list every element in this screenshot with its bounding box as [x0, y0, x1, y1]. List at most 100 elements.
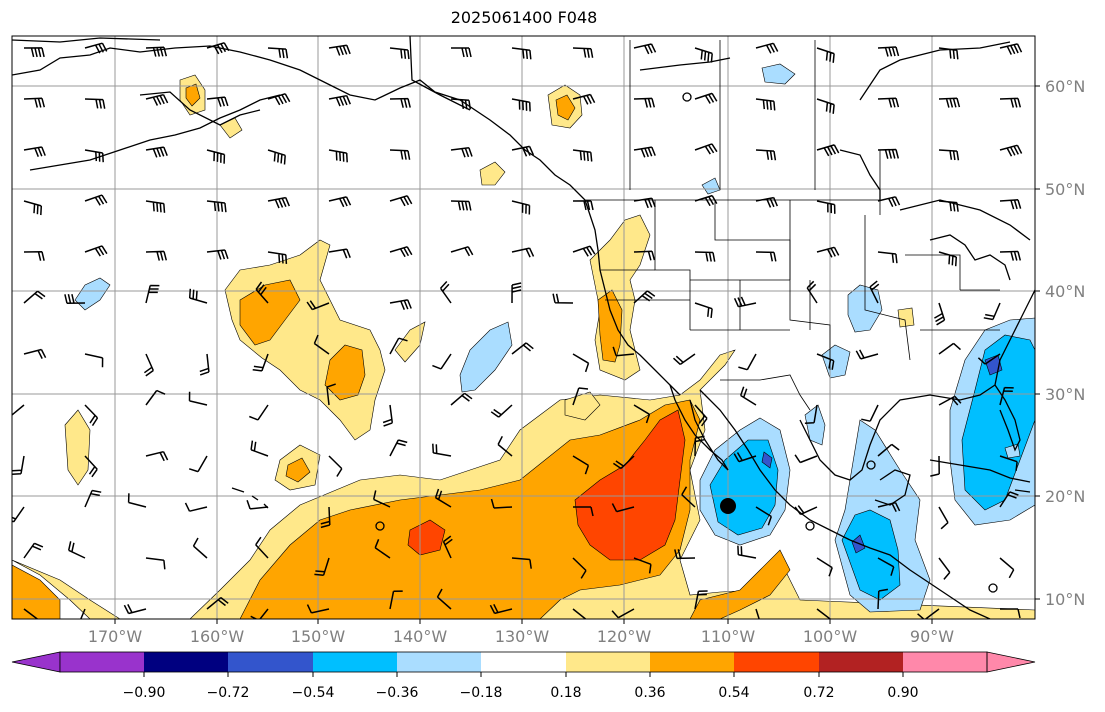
station-marker-open: [805, 521, 815, 531]
wind-barb: [23, 97, 46, 108]
wind-barb: [633, 557, 652, 574]
lon-label: 150°W: [291, 627, 346, 646]
wind-barb: [389, 299, 412, 310]
wind-barb: [188, 455, 208, 473]
wind-barb: [67, 541, 86, 559]
wind-barb: [434, 488, 452, 508]
wind-barb: [255, 281, 269, 304]
arctic-coast: [12, 37, 161, 43]
wind-barb: [145, 450, 169, 462]
wind-barb: [977, 353, 1001, 365]
wind-barb: [999, 199, 1022, 210]
hispaniola: [1014, 489, 1031, 493]
wind-barb: [206, 597, 229, 610]
wind-barb: [877, 251, 898, 264]
longitude-labels: 170°W 160°W 150°W 140°W 130°W 120°W 110°…: [88, 627, 954, 646]
colorbar-tick-label: 0.72: [803, 685, 834, 701]
wind-barb: [755, 42, 779, 54]
colorbar-extend-right: [986, 651, 1036, 673]
wind-barb: [572, 387, 589, 406]
lon-label: 110°W: [701, 627, 756, 646]
wind-barb: [306, 604, 330, 614]
gridlines: [12, 36, 1035, 619]
plot-area[interactable]: [3, 36, 1035, 631]
wind-barb: [490, 498, 513, 509]
lat-label: 10°N: [1045, 590, 1085, 609]
wind-barb: [450, 392, 473, 406]
colorbar-tick-label: 0.36: [634, 685, 665, 701]
wind-barb: [694, 251, 716, 262]
station-marker-filled: [720, 498, 736, 514]
wind-barb: [755, 251, 777, 262]
wind-barb: [572, 608, 587, 619]
wind-barb: [451, 47, 472, 58]
wind-barb: [983, 302, 1001, 321]
wind-barb: [250, 440, 269, 457]
wind-barb: [694, 143, 718, 155]
wind-barb: [511, 247, 535, 258]
central-america-coast: [849, 539, 991, 619]
contour-blue-centralamerica: [841, 509, 901, 601]
wind-barb: [145, 557, 166, 570]
wind-barb: [206, 249, 229, 260]
wind-barb: [23, 608, 39, 619]
wind-barb: [23, 290, 46, 304]
wind-barb: [877, 501, 901, 513]
wind-barb: [694, 47, 713, 63]
wind-barb: [938, 251, 958, 267]
colorbar-segment: [734, 652, 819, 672]
wind-barb: [511, 98, 531, 112]
wind-barb: [511, 282, 522, 304]
cuba: [929, 459, 1031, 483]
wind-barb: [374, 539, 391, 559]
quebec-coast: [899, 199, 1031, 241]
wind-barb: [511, 145, 535, 157]
wind-barb: [192, 537, 208, 559]
wind-barb: [938, 149, 960, 161]
station-marker-open: [866, 460, 876, 470]
lat-label: 50°N: [1045, 180, 1085, 199]
wind-barb: [372, 490, 391, 508]
wind-barb: [511, 47, 532, 60]
plot-frame: [11, 35, 1036, 620]
mexico-west-coast: [699, 389, 851, 541]
colorbar-tick-label: 0.54: [718, 685, 749, 701]
wind-barb: [511, 200, 531, 215]
wind-barb: [877, 46, 900, 57]
wind-barb: [184, 502, 208, 512]
wind-barb: [855, 349, 879, 360]
wind-barb: [246, 499, 269, 510]
colorbar-segment: [819, 652, 903, 672]
wind-barb: [511, 557, 532, 569]
wind-barb: [389, 337, 408, 355]
wind-barb: [249, 404, 269, 421]
wind-barb: [123, 604, 147, 615]
gulf-coast: [799, 384, 996, 481]
wind-barb: [497, 435, 513, 457]
wind-barb: [806, 280, 818, 304]
wind-barb: [206, 200, 227, 213]
lon-label: 140°W: [393, 627, 448, 646]
wind-barb: [84, 98, 106, 109]
wind-barb: [450, 200, 472, 211]
wind-barb: [511, 342, 534, 355]
wind-barb: [612, 455, 635, 470]
contour-orange-west-coast: [597, 289, 623, 363]
contour-lightblue-gulf: [804, 404, 826, 446]
lon-label: 130°W: [495, 627, 550, 646]
wind-barb: [267, 93, 291, 106]
wind-barb: [694, 404, 708, 427]
wind-barb: [816, 98, 835, 114]
wind-barb: [1000, 608, 1021, 619]
wind-barb: [328, 149, 348, 163]
wind-barb: [450, 246, 474, 257]
wind-barb: [739, 386, 757, 406]
wind-barb: [188, 288, 208, 304]
wind-barb: [84, 42, 108, 54]
wind-barb: [143, 353, 154, 377]
wind-barb: [755, 149, 777, 161]
wind-barb: [255, 536, 269, 559]
wind-barb: [23, 146, 46, 157]
contour-orange-small-2: [285, 457, 311, 483]
